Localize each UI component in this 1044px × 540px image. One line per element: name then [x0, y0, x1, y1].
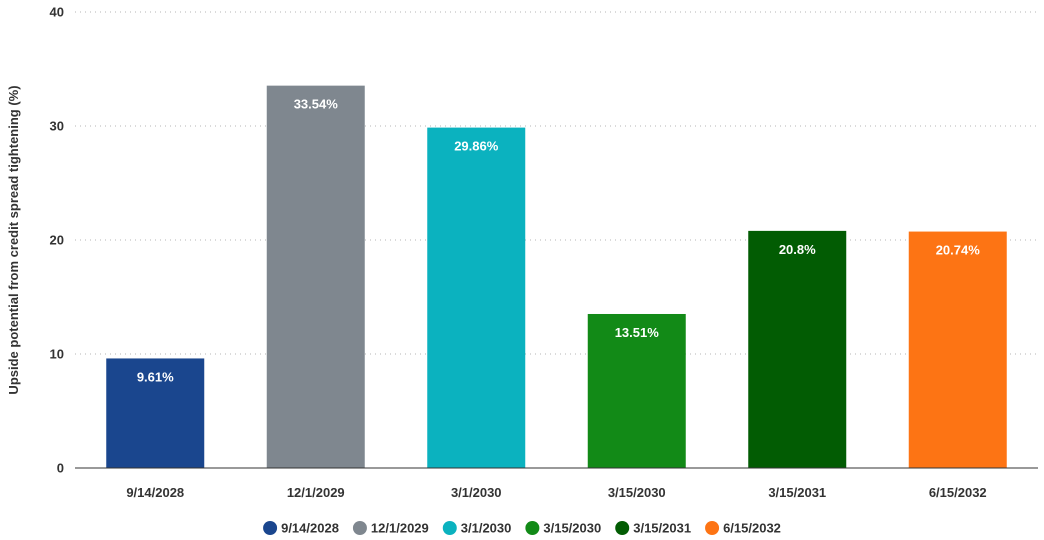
x-tick-label: 12/1/2029	[287, 485, 345, 500]
legend-swatch	[615, 521, 630, 535]
legend-item[interactable]: 9/14/2028	[263, 521, 339, 536]
x-axis-ticks: 9/14/2028 12/1/2029 3/1/2030 3/15/2030 3/15/…	[126, 485, 986, 500]
bar-data-label: 20.8%	[779, 242, 816, 257]
bar-5	[908, 231, 1007, 468]
bar-0	[106, 358, 205, 468]
legend-item[interactable]: 6/15/2032	[705, 521, 781, 536]
bar-4	[748, 230, 847, 468]
legend-item[interactable]: 12/1/2029	[352, 521, 429, 536]
y-tick-label: 0	[57, 461, 64, 476]
legend-label: 6/15/2032	[723, 521, 781, 536]
y-axis-label: Upside potential from credit spread tigh…	[6, 85, 21, 394]
legend-swatch	[705, 521, 720, 535]
gridlines	[75, 11, 1038, 355]
bar-data-label: 13.51%	[615, 325, 660, 340]
y-axis-ticks: 0 10 20 30 40	[50, 5, 64, 476]
legend-label: 3/1/2030	[461, 521, 512, 536]
bar-data-label: 20.74%	[936, 243, 981, 258]
legend-item[interactable]: 3/15/2030	[525, 521, 601, 536]
bars: 9.61% 33.54% 29.86% 13.51% 20.8% 20.74%	[106, 85, 1007, 469]
bar-2	[427, 127, 526, 468]
legend-swatch	[525, 521, 540, 535]
bar-3	[587, 313, 686, 468]
y-tick-label: 30	[50, 119, 64, 134]
legend-label: 3/15/2031	[633, 521, 691, 536]
legend-label: 9/14/2028	[281, 521, 339, 536]
x-tick-label: 3/15/2030	[608, 485, 666, 500]
bar-1	[266, 85, 365, 469]
legend-item[interactable]: 3/15/2031	[615, 521, 691, 536]
bar-data-label: 9.61%	[137, 369, 174, 384]
legend-label: 12/1/2029	[371, 521, 429, 536]
legend-item[interactable]: 3/1/2030	[442, 521, 512, 536]
y-tick-label: 10	[50, 347, 64, 362]
legend-swatch	[442, 521, 457, 535]
x-tick-label: 6/15/2032	[929, 485, 987, 500]
y-tick-label: 20	[50, 233, 64, 248]
y-tick-label: 40	[50, 5, 64, 20]
bar-data-label: 29.86%	[454, 139, 499, 154]
x-tick-label: 3/1/2030	[451, 485, 502, 500]
legend-swatch	[263, 521, 278, 535]
x-tick-label: 9/14/2028	[126, 485, 184, 500]
bar-data-label: 33.54%	[294, 97, 339, 112]
x-tick-label: 3/15/2031	[768, 485, 826, 500]
legend-swatch	[352, 521, 367, 535]
legend: 9/14/2028 12/1/2029 3/1/2030 3/15/2030 3/15/…	[263, 521, 781, 536]
legend-label: 3/15/2030	[543, 521, 601, 536]
